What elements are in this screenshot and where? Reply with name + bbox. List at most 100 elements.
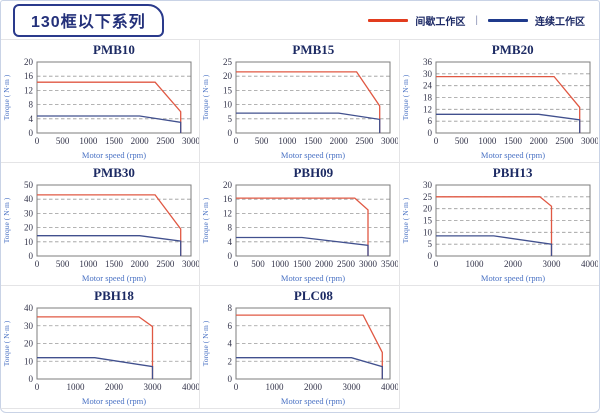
y-tick-label: 8 [228, 303, 233, 313]
page-title: 130框以下系列 [13, 3, 164, 37]
x-tick-label: 0 [35, 136, 40, 146]
x-axis-label: Motor speed (rpm) [82, 273, 146, 283]
chart-svg: 0 5 10 15 20 25 0 500 1000 1500 2000 2500 3000 Motor … [201, 57, 400, 160]
plot-border [36, 184, 192, 257]
x-tick-label: 3000 [381, 136, 398, 146]
y-tick-label: 30 [24, 321, 34, 331]
y-tick-label: 15 [223, 85, 233, 95]
y-tick-label: 8 [29, 100, 34, 110]
x-tick-label: 1500 [304, 136, 323, 146]
legend-separator: | [475, 14, 478, 26]
chart-cell-pmb15: PMB15 0 5 10 15 20 25 0 500 1000 1500 2000 2500 3000… [200, 40, 400, 163]
x-axis-label: Motor speed (rpm) [481, 150, 545, 160]
y-axis-label: Torque ( N·m ) [401, 74, 410, 120]
series-continuous-line [236, 357, 384, 379]
y-tick-label: 16 [223, 194, 233, 204]
y-tick-label: 5 [427, 239, 432, 249]
x-tick-label: 2500 [156, 259, 175, 269]
y-tick-label: 0 [427, 128, 432, 138]
x-tick-label: 2000 [131, 259, 150, 269]
y-tick-label: 25 [423, 192, 433, 202]
y-axis-label: Torque ( N·m ) [401, 197, 410, 243]
y-tick-label: 10 [24, 237, 34, 247]
chart-title: PBH18 [94, 288, 134, 303]
y-tick-label: 10 [24, 356, 34, 366]
y-tick-label: 0 [29, 128, 34, 138]
chart-svg: 0 2 4 6 8 0 1000 2000 3000 4000 Motor speed (rpm) T… [201, 303, 400, 406]
x-tick-label: 500 [56, 259, 70, 269]
continuous-line-swatch [488, 18, 528, 22]
y-tick-label: 30 [24, 208, 34, 218]
x-tick-label: 1000 [266, 382, 285, 392]
y-tick-label: 4 [228, 339, 233, 349]
y-axis-label: Torque ( N·m ) [2, 320, 11, 366]
y-tick-label: 6 [427, 116, 432, 126]
empty-cell [399, 286, 599, 409]
y-tick-label: 12 [24, 85, 33, 95]
y-tick-label: 18 [423, 93, 433, 103]
chart-plot: 0 10 20 30 40 0 1000 2000 3000 4000 Motor speed (r… [1, 303, 201, 407]
y-tick-label: 25 [223, 57, 233, 67]
y-tick-label: 10 [223, 100, 233, 110]
plot-border [435, 61, 591, 134]
x-tick-label: 1000 [67, 382, 86, 392]
x-tick-label: 0 [234, 259, 239, 269]
y-tick-label: 12 [223, 208, 232, 218]
chart-title: PBH13 [492, 165, 533, 180]
x-tick-label: 1000 [271, 259, 290, 269]
x-tick-label: 1500 [293, 259, 312, 269]
chart-cell-pmb20: PMB20 0 6 12 18 24 30 36 0 500 1000 1500 2000 2500 30… [399, 40, 599, 163]
x-tick-label: 2000 [131, 136, 150, 146]
x-tick-label: 2000 [529, 136, 548, 146]
x-tick-label: 3500 [381, 259, 398, 269]
intermittent-line-swatch [368, 18, 409, 22]
x-axis-label: Motor speed (rpm) [281, 273, 345, 283]
x-tick-label: 2000 [105, 382, 124, 392]
x-tick-label: 2500 [156, 136, 175, 146]
y-tick-label: 36 [423, 57, 433, 67]
y-axis-label: Torque ( N·m ) [2, 74, 11, 120]
y-tick-label: 0 [29, 251, 34, 261]
series-intermittent-line [37, 81, 182, 133]
series-continuous-line [435, 113, 581, 133]
x-tick-label: 1000 [79, 136, 98, 146]
x-tick-label: 2000 [330, 136, 349, 146]
y-tick-label: 16 [24, 71, 34, 81]
x-tick-label: 2500 [356, 136, 375, 146]
plot-border [235, 184, 391, 257]
chart-plot: 0 10 20 30 40 50 0 500 1000 1500 2000 2500 3000 Motor… [1, 180, 201, 284]
x-axis-label: Motor speed (rpm) [481, 273, 545, 283]
chart-plot: 0 4 8 12 16 20 0 500 1000 1500 2000 2500 3000 3500 Mot… [200, 180, 400, 284]
y-tick-label: 30 [423, 180, 433, 190]
x-tick-label: 1000 [79, 259, 98, 269]
chart-plot: 0 5 10 15 20 25 30 0 1000 2000 3000 4000 Motor speed… [400, 180, 599, 284]
x-tick-label: 3000 [359, 259, 378, 269]
x-tick-label: 2500 [555, 136, 574, 146]
y-tick-label: 4 [228, 237, 233, 247]
plot-border [435, 184, 591, 257]
chart-title: PMB30 [93, 165, 135, 180]
x-tick-label: 3000 [182, 136, 199, 146]
y-axis-label: Torque ( N·m ) [201, 197, 210, 243]
x-axis-label: Motor speed (rpm) [281, 396, 345, 406]
x-tick-label: 1500 [504, 136, 523, 146]
chart-plot: 0 5 10 15 20 25 0 500 1000 1500 2000 2500 3000 Motor … [200, 57, 400, 161]
y-tick-label: 15 [423, 216, 433, 226]
y-tick-label: 20 [24, 57, 34, 67]
chart-title: PBH09 [293, 165, 334, 180]
x-tick-label: 2000 [315, 259, 334, 269]
y-tick-label: 0 [427, 251, 432, 261]
x-tick-label: 0 [433, 259, 438, 269]
plot-border [235, 61, 391, 134]
series-continuous-line [37, 235, 182, 256]
y-tick-label: 24 [423, 81, 433, 91]
y-tick-label: 0 [228, 251, 233, 261]
y-tick-label: 20 [24, 223, 34, 233]
y-tick-label: 0 [29, 374, 34, 384]
x-tick-label: 1000 [478, 136, 497, 146]
y-tick-label: 40 [24, 194, 34, 204]
plot-border [36, 61, 192, 134]
